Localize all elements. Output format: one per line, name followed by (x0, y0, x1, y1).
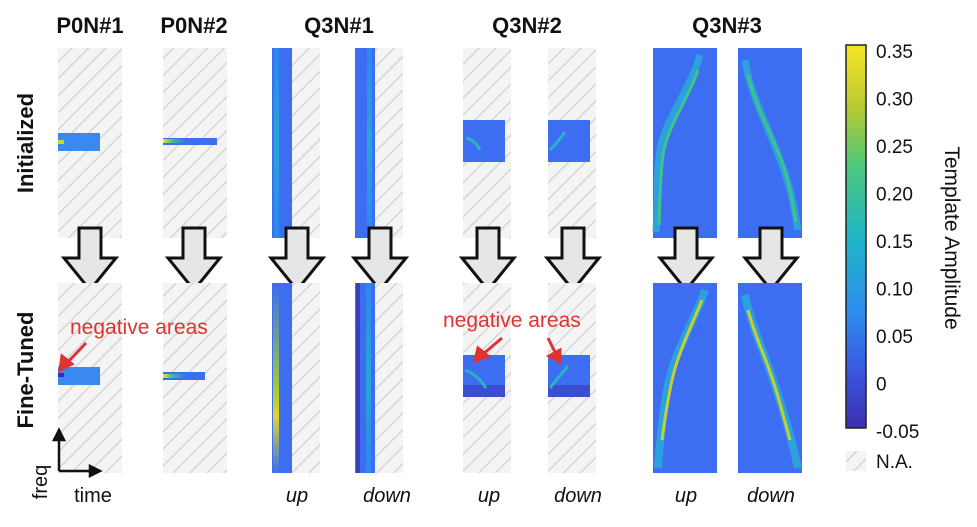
sub-label-q3n3-down: down (747, 485, 795, 507)
panel-q3n2-up-fine-tuned (463, 283, 511, 473)
annotation-arrows-right (472, 336, 562, 365)
panel-p0n1-initialized (58, 48, 122, 238)
panel-p0n2-initialized (163, 48, 227, 238)
arrow-q3n2-down (543, 226, 603, 293)
panel-q3n1-up-initialized (272, 48, 320, 238)
panel-q3n2-down-fine-tuned (548, 283, 596, 473)
panel-p0n1-fine-tuned (58, 283, 122, 473)
colorbar-tick-label: -0.05 (876, 422, 919, 443)
panel-q3n3-down-initialized (738, 48, 802, 238)
arrow-q3n2-up (458, 226, 518, 293)
sub-label-q3n2-down: down (554, 485, 602, 507)
panel-q3n1-up-fine-tuned (272, 283, 320, 473)
colorbar-tick-label: 0 (876, 375, 887, 396)
panel-q3n3-up-fine-tuned (653, 283, 717, 473)
panel-q3n1-down-initialized (355, 48, 403, 238)
na-swatch (846, 451, 866, 471)
annotation-arrow-left (58, 341, 88, 373)
sub-label-q3n3-up: up (675, 485, 697, 507)
panel-q3n2-down-initialized (548, 48, 596, 238)
colorbar (845, 44, 867, 429)
sub-label-q3n2-up: up (478, 485, 500, 507)
panel-q3n3-up-initialized (652, 48, 717, 238)
column-title-p0n2: P0N#2 (160, 13, 227, 38)
colorbar-tick-label: 0.05 (876, 327, 913, 348)
sub-label-q3n1-up: up (286, 485, 308, 507)
row-title-fine-tuned: Fine-Tuned (13, 312, 38, 429)
arrow-p0n2 (164, 226, 224, 293)
colorbar-tick-label: 0.20 (876, 185, 913, 206)
panel-q3n1-down-fine-tuned (355, 283, 403, 473)
colorbar-tick-label: 0.30 (876, 90, 913, 111)
annotation-negative-areas-right: negative areas (443, 309, 581, 332)
colorbar-title: Template Amplitude (940, 146, 963, 329)
colorbar-tick-label: 0.10 (876, 280, 913, 301)
panel-q3n3-down-fine-tuned (738, 283, 802, 473)
axis-label-freq: freq (30, 465, 52, 499)
colorbar-tick-label: 0.25 (876, 137, 913, 158)
arrow-q3n3-down (741, 226, 801, 293)
arrow-p0n1 (60, 226, 120, 293)
panel-q3n2-up-initialized (463, 48, 511, 238)
arrow-q3n1-up (267, 226, 327, 293)
annotation-negative-areas-left: negative areas (70, 316, 208, 339)
sub-label-q3n1-down: down (363, 485, 411, 507)
freq-time-axes (51, 427, 103, 479)
colorbar-ticks: 0.35 0.30 0.25 0.20 0.15 0.10 0.05 0 -0.05 (876, 42, 919, 443)
column-title-q3n1: Q3N#1 (304, 13, 374, 38)
arrow-q3n3-up (656, 226, 716, 293)
arrow-q3n1-down (350, 226, 410, 293)
column-title-q3n3: Q3N#3 (692, 13, 762, 38)
na-label: N.A. (876, 452, 913, 473)
column-title-p0n1: P0N#1 (56, 13, 123, 38)
colorbar-tick-label: 0.15 (876, 232, 913, 253)
panel-p0n2-fine-tuned (163, 283, 227, 473)
axis-label-time: time (74, 485, 112, 507)
colorbar-tick-label: 0.35 (876, 42, 913, 63)
column-title-q3n2: Q3N#2 (492, 13, 562, 38)
row-title-initialized: Initialized (13, 93, 38, 193)
